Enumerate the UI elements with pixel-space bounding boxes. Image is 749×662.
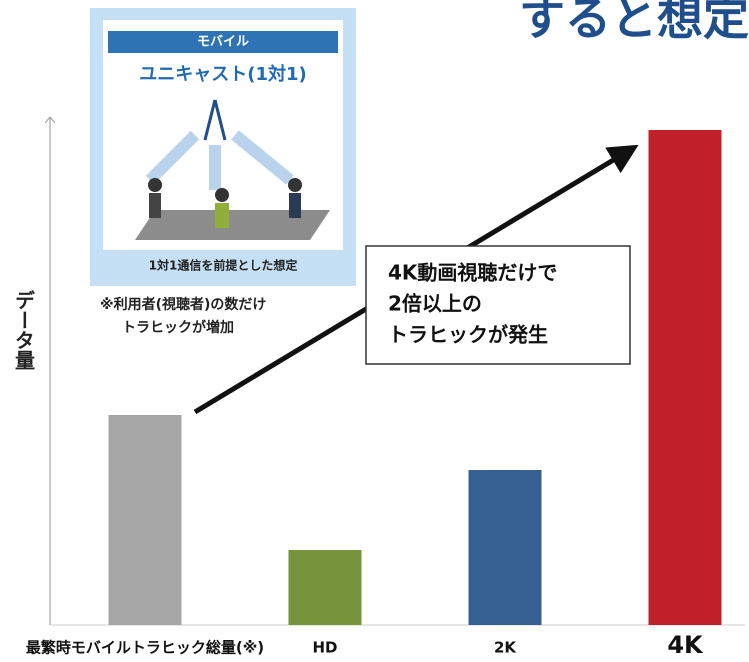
link-arrow [145,130,294,190]
inset: モバイル ユニキャスト(1対1) 1対1通信を前提とした想定 [90,8,356,286]
inset-header-bar [108,31,338,53]
chart-title: すると想定 [519,0,749,46]
person [149,193,161,218]
bar [468,470,542,625]
note: ※利用者(視聴者)の数だけ [100,296,266,313]
tower [213,99,227,141]
bar [288,550,362,625]
bar [648,130,722,625]
callout-text: 2倍以上の [388,292,482,316]
x-tick-label: 最繁時モバイルトラヒック総量(※) [26,639,264,657]
y-axis-label: データ量 [12,289,36,370]
platform [135,210,330,240]
inset-caption: 1対1通信を前提とした想定 [149,258,298,273]
person [215,188,229,202]
person [289,193,301,218]
x-tick-label: HD [312,639,337,657]
callout-text: 4K動画視聴だけで [388,261,557,285]
person [288,178,302,192]
inset-header: モバイル [197,35,249,50]
note: トラヒックが増加 [122,319,234,336]
inset-subtitle: ユニキャスト(1対1) [139,63,307,85]
x-tick-label: 2K [494,639,517,657]
x-tick-label: 4K [667,631,704,659]
callout-box [365,245,631,365]
tower [203,99,217,141]
person [148,178,162,192]
callout-text: トラヒックが発生 [388,323,548,347]
person [215,203,229,228]
bar [108,415,182,625]
